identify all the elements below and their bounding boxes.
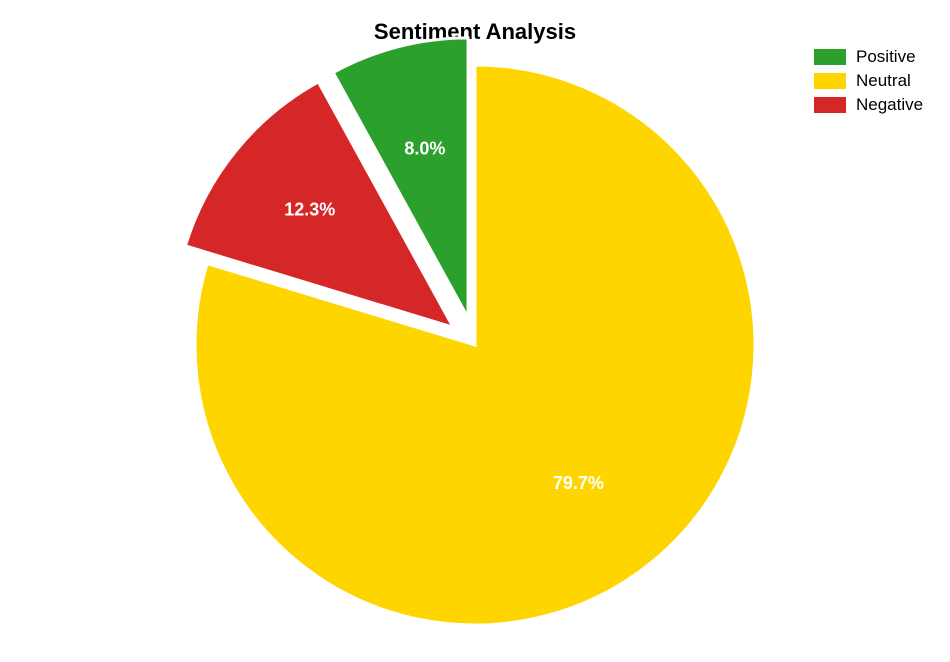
legend-label: Negative bbox=[856, 95, 923, 115]
chart-container: { "chart": { "type": "pie", "title": "Se… bbox=[0, 0, 950, 662]
pie-slice-label: 8.0% bbox=[404, 138, 445, 158]
legend-item: Neutral bbox=[814, 70, 923, 92]
legend-label: Positive bbox=[856, 47, 916, 67]
legend-item: Negative bbox=[814, 94, 923, 116]
legend-swatch bbox=[814, 49, 846, 65]
pie-slice-label: 12.3% bbox=[284, 200, 335, 220]
legend: Positive Neutral Negative bbox=[814, 46, 923, 118]
legend-item: Positive bbox=[814, 46, 923, 68]
pie-slice-label: 79.7% bbox=[553, 473, 604, 493]
pie-chart: 79.7% 12.3% 8.0% bbox=[0, 0, 950, 662]
legend-label: Neutral bbox=[856, 71, 911, 91]
legend-swatch bbox=[814, 73, 846, 89]
legend-swatch bbox=[814, 97, 846, 113]
